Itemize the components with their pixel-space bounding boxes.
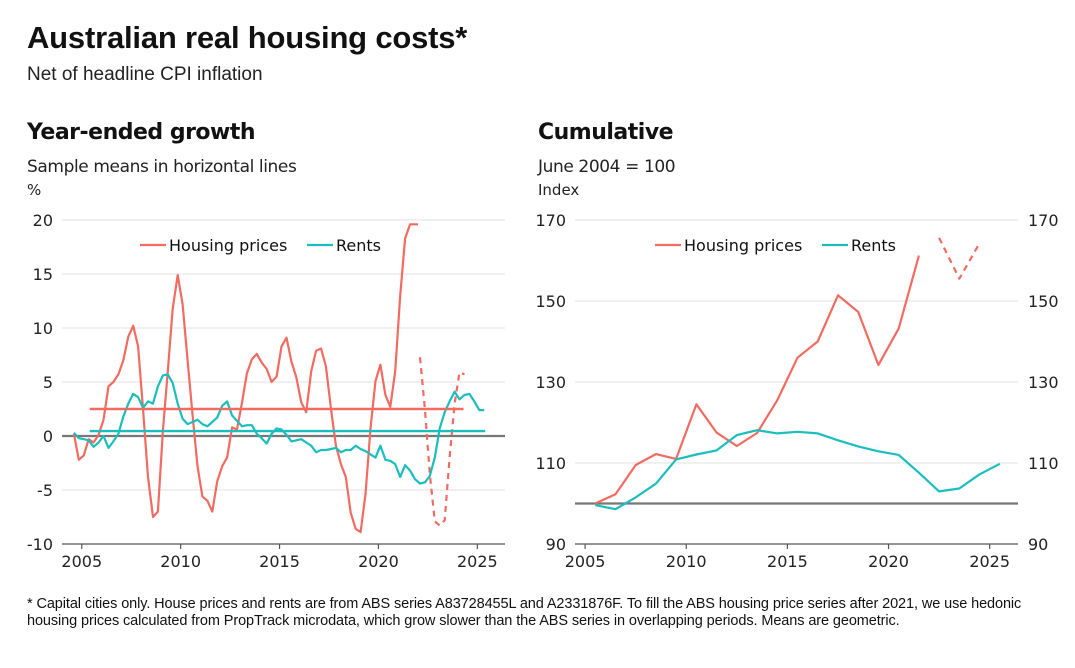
housing-prices-proptrack-line	[938, 237, 981, 280]
legend-label-rents: Rents	[851, 236, 896, 255]
rents-line	[594, 429, 1001, 511]
legend: Housing prices Rents	[655, 236, 896, 255]
footnote: * Capital cities only. House prices and …	[27, 596, 1022, 629]
y-tick-label: 90	[546, 535, 566, 554]
legend-label-housing: Housing prices	[169, 236, 287, 255]
legend-label-housing: Housing prices	[684, 236, 802, 255]
page-subtitle: Net of headline CPI inflation	[27, 64, 263, 85]
x-tick-label: 2025	[969, 552, 1010, 571]
y-tick-label: 130	[535, 373, 566, 392]
x-tick-label: 2015	[259, 552, 300, 571]
y-tick-label-right: 130	[1028, 373, 1059, 392]
legend-label-rents: Rents	[336, 236, 381, 255]
x-tick-label: 2005	[565, 552, 606, 571]
legend: Housing prices Rents	[140, 236, 381, 255]
housing-prices-line	[72, 223, 418, 534]
rents-line	[73, 373, 485, 485]
y-tick-label: 10	[33, 319, 53, 338]
y-tick-label: -5	[37, 481, 53, 500]
cumulative-chart-subtitle: June 2004 = 100	[538, 157, 676, 177]
y-tick-label: 150	[535, 292, 566, 311]
x-tick-label: 2010	[666, 552, 707, 571]
x-tick-label: 2020	[358, 552, 399, 571]
x-tick-label: 2005	[61, 552, 102, 571]
y-tick-label: 20	[33, 211, 53, 230]
page-title: Australian real housing costs*	[27, 20, 468, 55]
y-tick-label-right: 110	[1028, 454, 1059, 473]
x-tick-label: 2020	[868, 552, 909, 571]
x-tick-label: 2025	[457, 552, 498, 571]
housing-prices-proptrack-line	[418, 357, 465, 527]
growth-chart-subtitle: Sample means in horizontal lines	[27, 157, 297, 177]
cumulative-chart-unit: Index	[538, 181, 580, 199]
y-tick-label: 170	[535, 211, 566, 230]
growth-chart-unit: %	[27, 181, 42, 199]
y-tick-label: 110	[535, 454, 566, 473]
y-tick-label: 15	[33, 265, 53, 284]
y-tick-label: 5	[43, 373, 53, 392]
growth-chart-title: Year-ended growth	[27, 120, 256, 145]
y-tick-label-right: 150	[1028, 292, 1059, 311]
y-tick-label-right: 90	[1028, 535, 1048, 554]
cumulative-chart-title: Cumulative	[538, 120, 674, 145]
y-tick-label: 0	[43, 427, 53, 446]
x-tick-label: 2015	[767, 552, 808, 571]
x-tick-label: 2010	[160, 552, 201, 571]
y-tick-label: -10	[27, 535, 53, 554]
y-tick-label-right: 170	[1028, 211, 1059, 230]
housing-prices-line	[594, 255, 920, 505]
